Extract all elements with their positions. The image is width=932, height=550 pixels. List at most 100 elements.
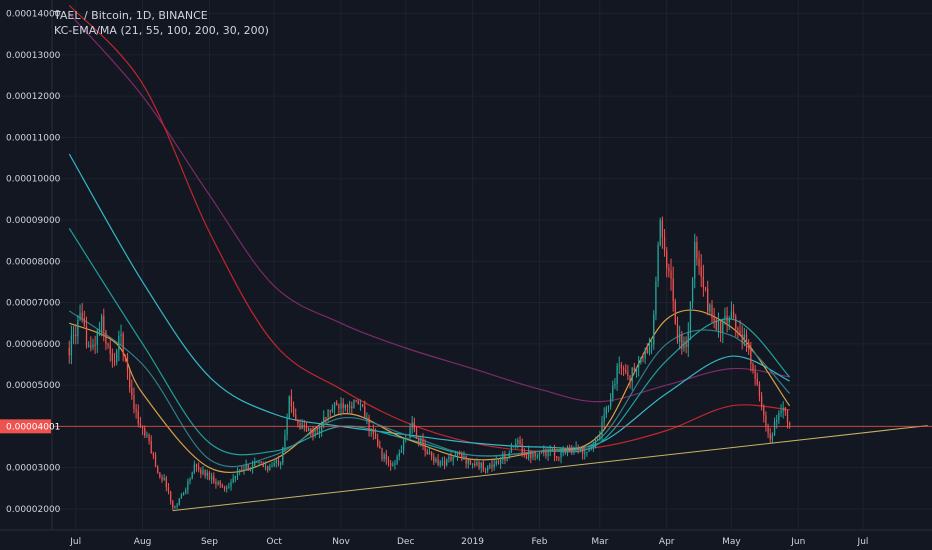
candle — [536, 453, 538, 460]
candle — [141, 425, 144, 436]
candle-body — [407, 438, 409, 440]
candle — [745, 329, 748, 352]
candle-body — [551, 450, 554, 452]
candle — [210, 472, 213, 484]
candle-body — [545, 449, 547, 456]
y-tick-label: 0.00007000 — [6, 299, 61, 309]
candle-body — [694, 242, 696, 279]
candle — [428, 446, 431, 455]
candle — [422, 433, 424, 451]
candle-body — [103, 316, 105, 331]
candle-body — [96, 330, 98, 345]
candle-body — [387, 459, 390, 464]
candle-body — [717, 321, 720, 331]
candle — [349, 400, 351, 413]
candle-body — [286, 418, 288, 435]
candle — [264, 461, 267, 471]
candle — [504, 450, 506, 465]
candle-body — [113, 360, 116, 363]
candle — [469, 458, 472, 465]
candle-body — [741, 334, 743, 343]
candle — [163, 474, 165, 481]
candle — [452, 455, 454, 466]
candle — [758, 381, 761, 402]
candle-body — [493, 464, 495, 468]
candle-body — [730, 311, 733, 319]
candle — [702, 264, 705, 297]
candle — [741, 325, 743, 350]
candle-body — [370, 429, 372, 431]
candle — [79, 304, 81, 322]
y-axis-background — [0, 0, 52, 530]
candle-body — [760, 396, 763, 407]
symbol-title: TAEL / Bitcoin, 1D, BINANCE — [54, 9, 208, 22]
candle — [344, 404, 346, 412]
candle — [592, 441, 595, 452]
candle — [717, 312, 720, 338]
candle — [424, 439, 426, 457]
candle — [614, 378, 616, 390]
candle — [437, 454, 439, 467]
last-price-badge — [0, 419, 51, 434]
candle-body — [672, 278, 674, 302]
candle-body — [631, 367, 633, 382]
candle — [247, 464, 249, 471]
candle-body — [752, 363, 754, 372]
x-tick-label: Apr — [659, 537, 675, 547]
support-trendline[interactable] — [172, 425, 928, 512]
candle — [648, 337, 651, 356]
candle-body — [724, 315, 726, 320]
candle — [273, 459, 275, 468]
candle — [763, 404, 765, 423]
candle — [331, 404, 334, 414]
candle-body — [314, 432, 316, 436]
candle — [333, 402, 336, 417]
candle — [415, 426, 418, 439]
candle-body — [318, 430, 321, 434]
candle — [174, 505, 176, 509]
candle-body — [722, 319, 724, 333]
candle-body — [478, 462, 480, 468]
candle-body — [691, 278, 694, 302]
candle — [249, 466, 252, 472]
candle-body — [180, 494, 183, 499]
candle-body — [446, 458, 448, 466]
candle-body — [670, 271, 672, 279]
candle-body — [476, 462, 478, 466]
candle — [691, 277, 694, 309]
candle — [226, 485, 228, 493]
candle-body — [638, 362, 640, 368]
candle — [728, 315, 730, 331]
candle-body — [146, 434, 148, 436]
candle-body — [642, 357, 644, 359]
candle-body — [92, 344, 94, 348]
candle-body — [88, 345, 90, 347]
candle-body — [223, 486, 226, 489]
candle-body — [210, 476, 213, 480]
candle-body — [90, 345, 92, 348]
candle-body — [245, 464, 247, 470]
candle-body — [534, 452, 536, 457]
candle — [77, 314, 79, 344]
candle — [711, 299, 713, 323]
candle — [353, 399, 355, 409]
candle — [569, 444, 571, 453]
candle-body — [748, 342, 750, 349]
candle-body — [474, 463, 476, 466]
candle-body — [422, 438, 424, 445]
candle — [487, 465, 489, 474]
candle — [528, 445, 530, 461]
candle-body — [288, 396, 290, 419]
candle-body — [176, 504, 178, 507]
candle-body — [159, 472, 161, 478]
candle — [198, 462, 200, 473]
candle — [480, 462, 482, 473]
candle — [564, 447, 566, 455]
candle-body — [249, 469, 252, 471]
candle — [461, 451, 463, 462]
candle — [709, 303, 711, 315]
candle — [771, 432, 774, 444]
y-tick-label: 0.00009000 — [6, 216, 61, 226]
y-tick-label: 0.00002000 — [6, 505, 61, 515]
